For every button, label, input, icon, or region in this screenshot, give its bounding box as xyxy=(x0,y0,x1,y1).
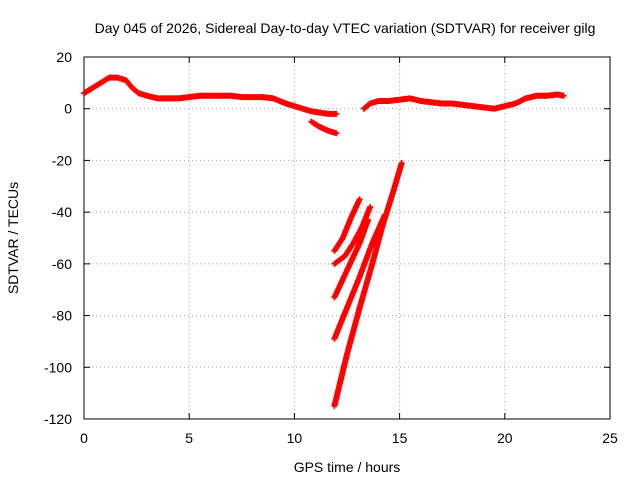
data-points xyxy=(81,74,567,410)
data-series-segment xyxy=(331,216,372,301)
data-point xyxy=(333,130,340,137)
y-tick-label: 0 xyxy=(64,101,72,117)
y-axis-label: SDTVAR / TECUs xyxy=(5,182,21,294)
y-tick-labels: 20 0 -20 -40 -60 -80 -100 -120 xyxy=(44,49,72,427)
data-series-segment xyxy=(331,160,405,410)
plot-frame xyxy=(83,56,611,420)
data-point xyxy=(398,160,405,167)
data-point xyxy=(365,216,372,223)
y-tick-label: -40 xyxy=(52,204,72,220)
data-point xyxy=(356,196,363,203)
x-tick-label: 25 xyxy=(602,430,618,446)
data-series-segment xyxy=(308,118,340,137)
x-tick-label: 5 xyxy=(185,430,193,446)
x-tick-label: 20 xyxy=(497,430,513,446)
y-tick-label: -120 xyxy=(44,411,72,427)
data-point xyxy=(333,110,340,117)
x-tick-labels: 0 5 10 15 20 25 xyxy=(80,430,618,446)
y-tick-label: -100 xyxy=(44,359,72,375)
y-tick-label: 20 xyxy=(56,49,72,65)
data-point xyxy=(560,92,567,99)
data-series-segment xyxy=(331,211,388,342)
chart-title: Day 045 of 2026, Sidereal Day-to-day VTE… xyxy=(95,20,596,36)
data-series-segment xyxy=(331,196,363,254)
data-series-segment xyxy=(81,74,340,117)
x-tick-label: 10 xyxy=(287,430,303,446)
data-point xyxy=(367,203,374,210)
y-tick-label: -20 xyxy=(52,152,72,168)
x-axis-label: GPS time / hours xyxy=(294,459,401,475)
y-tick-label: -80 xyxy=(52,308,72,324)
tick-marks xyxy=(83,56,611,420)
y-tick-label: -60 xyxy=(52,256,72,272)
x-tick-label: 15 xyxy=(392,430,408,446)
data-series-segment xyxy=(360,91,567,112)
grid-lines xyxy=(84,57,610,419)
x-tick-label: 0 xyxy=(80,430,88,446)
